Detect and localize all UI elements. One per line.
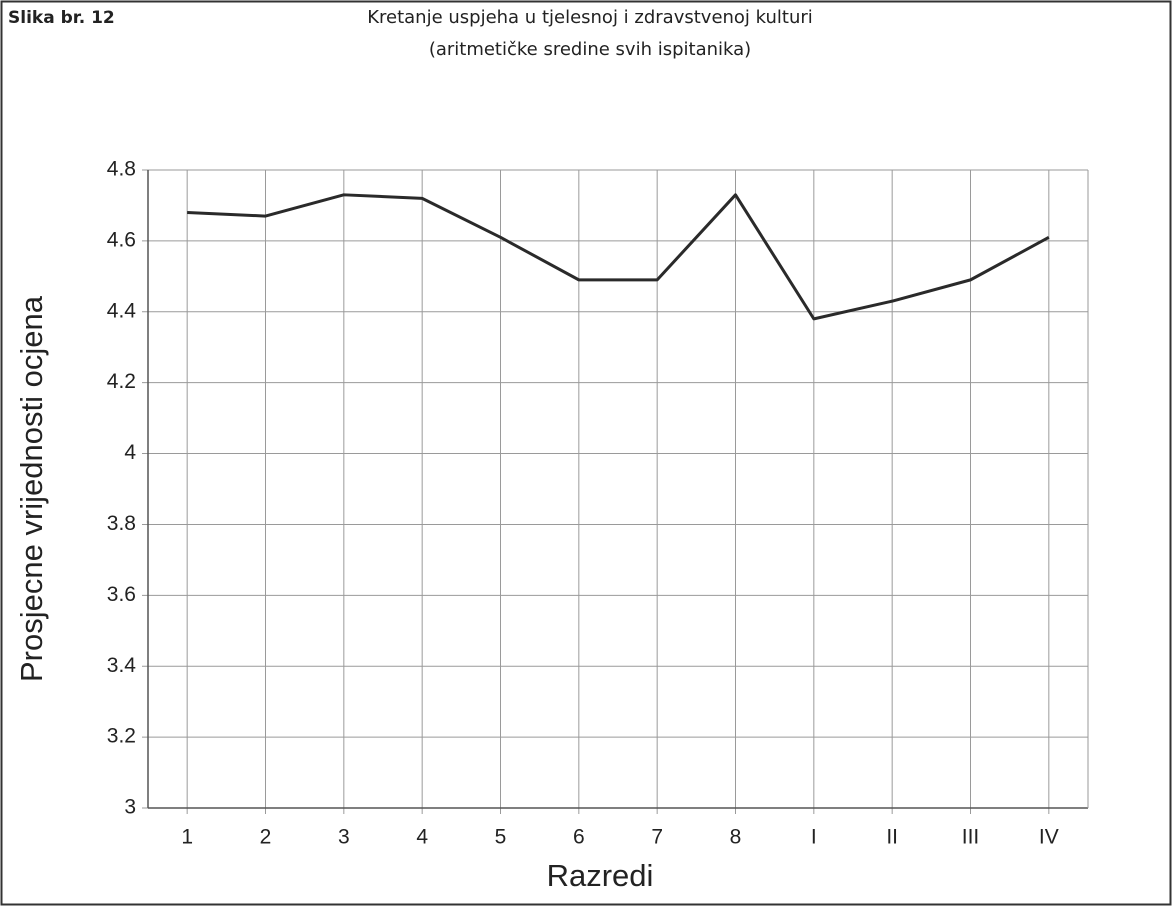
- y-tick-label: 3.2: [107, 725, 136, 748]
- x-tick-label: 7: [651, 826, 663, 849]
- x-tick-label: 3: [338, 826, 350, 849]
- figure-label: Slika br. 12: [8, 8, 115, 28]
- y-axis-label: Prosjecne vrijednosti ocjena: [14, 295, 49, 682]
- x-tick-label: IV: [1039, 826, 1059, 849]
- y-tick-label: 4.8: [107, 158, 136, 181]
- y-tick-label: 4.6: [107, 228, 136, 251]
- y-tick-label: 3: [124, 796, 136, 819]
- x-axis-label: Razredi: [547, 858, 654, 893]
- x-tick-label: I: [811, 826, 817, 849]
- x-tick-label: 5: [495, 826, 507, 849]
- x-tick-label: 6: [573, 826, 585, 849]
- y-tick-label: 3.6: [107, 583, 136, 606]
- x-tick-label: 1: [181, 826, 193, 849]
- x-tick-label: 4: [416, 826, 428, 849]
- y-tick-label: 3.4: [107, 654, 137, 677]
- data-line: [187, 193, 1050, 321]
- x-tick-label: II: [886, 826, 898, 849]
- chart-title: Kretanje uspjeha u tjelesnoj i zdravstve…: [367, 7, 813, 28]
- y-tick-label: 4.2: [107, 370, 136, 393]
- y-tick-label: 3.8: [107, 512, 136, 535]
- y-tick-label: 4.4: [107, 299, 137, 322]
- x-tick-label: 8: [730, 826, 742, 849]
- x-tick-label: III: [962, 826, 980, 849]
- y-tick-label: 4: [124, 441, 136, 464]
- x-tick-label: 2: [260, 826, 272, 849]
- chart-subtitle: (aritmetičke sredine svih ispitanika): [429, 39, 751, 60]
